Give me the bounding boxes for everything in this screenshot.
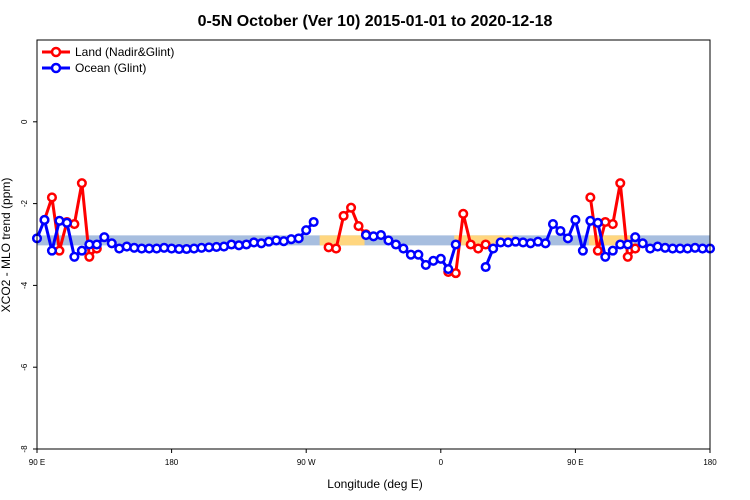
- data-point: [390, 239, 401, 250]
- x-tick-label: 0: [439, 458, 444, 467]
- data-point: [547, 219, 559, 230]
- data-point: [450, 239, 461, 250]
- x-axis-label: Longitude (deg E): [327, 477, 422, 491]
- x-tick-label: 180: [703, 458, 717, 467]
- data-point: [562, 233, 573, 244]
- data-point: [84, 251, 95, 262]
- data-point: [570, 214, 581, 226]
- data-point: [39, 214, 50, 226]
- y-axis-label: XCO2 - MLO trend (ppm): [0, 178, 13, 313]
- data-point: [540, 238, 551, 249]
- data-point: [46, 245, 58, 256]
- x-tick-label: 180: [165, 458, 179, 467]
- data-point: [630, 232, 641, 243]
- data-point: [346, 202, 357, 213]
- data-point: [630, 243, 641, 254]
- legend: Land (Nadir&Glint) Ocean (Glint): [42, 45, 174, 75]
- data-point: [293, 233, 304, 244]
- data-point: [465, 239, 476, 250]
- series-ocean: [31, 214, 716, 275]
- y-axis: 0 -2 -4 -6 -8: [20, 119, 37, 453]
- data-point: [375, 230, 387, 241]
- data-point: [91, 239, 102, 250]
- data-point: [398, 243, 409, 254]
- legend-land-marker: [50, 46, 62, 58]
- series-land: [39, 178, 641, 279]
- x-tick-label: 90 W: [297, 458, 316, 467]
- x-axis: 90 E 180 90 W 0 90 E 180: [29, 449, 717, 467]
- data-point: [353, 221, 364, 232]
- chart-title: 0-5N October (Ver 10) 2015-01-01 to 2020…: [198, 13, 553, 30]
- data-point: [338, 210, 349, 221]
- data-point: [443, 263, 454, 275]
- data-point: [46, 192, 58, 203]
- data-point: [607, 219, 618, 230]
- data-point: [435, 253, 446, 264]
- data-point: [622, 251, 633, 262]
- data-point: [458, 208, 469, 219]
- data-point: [383, 235, 394, 246]
- plot-frame: [36, 39, 711, 450]
- legend-ocean-marker: [50, 62, 62, 74]
- data-point: [61, 217, 72, 228]
- data-point: [106, 238, 117, 249]
- data-point: [480, 261, 491, 273]
- data-point: [76, 245, 87, 256]
- x-tick-label: 90 E: [29, 458, 45, 467]
- data-point: [450, 268, 461, 279]
- data-point: [600, 251, 611, 262]
- data-point: [76, 178, 87, 189]
- data-point: [69, 251, 80, 262]
- y-tick-label: -8: [20, 445, 29, 453]
- data-point: [577, 245, 588, 256]
- data-point: [488, 243, 499, 254]
- data-point: [592, 245, 603, 256]
- data-point: [622, 239, 633, 250]
- data-point: [308, 216, 319, 228]
- y-tick-label: 0: [20, 119, 29, 124]
- data-point: [637, 238, 648, 249]
- data-point: [473, 243, 484, 254]
- x-tick-label: 90 E: [567, 458, 583, 467]
- data-point: [592, 217, 603, 228]
- data-point: [585, 192, 596, 203]
- series-layer: [31, 178, 716, 279]
- data-point: [607, 245, 618, 256]
- y-tick-label: -6: [20, 363, 29, 371]
- data-point: [413, 249, 424, 260]
- data-point: [331, 243, 342, 254]
- data-point: [301, 225, 312, 236]
- data-point: [555, 225, 566, 237]
- y-tick-label: -4: [20, 281, 29, 289]
- legend-land-label: Land (Nadir&Glint): [75, 45, 174, 59]
- legend-ocean-label: Ocean (Glint): [75, 61, 146, 75]
- data-point: [99, 232, 110, 243]
- data-point: [615, 178, 626, 189]
- y-tick-label: -2: [20, 199, 29, 207]
- data-point: [420, 259, 431, 271]
- data-point: [480, 239, 491, 250]
